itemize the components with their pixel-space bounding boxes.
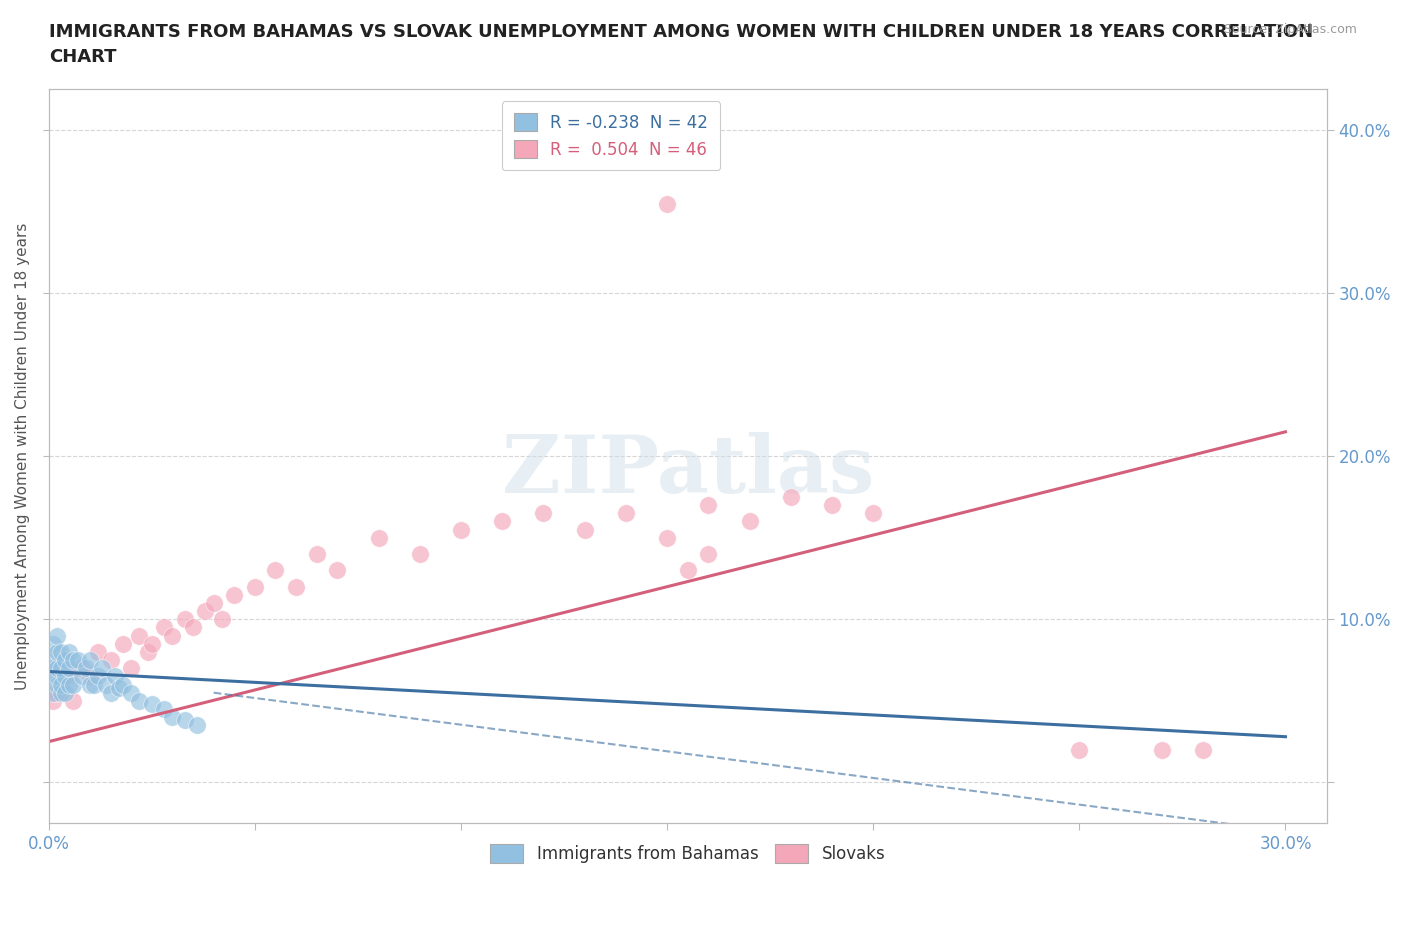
Point [285, 579, 308, 594]
Point [58, 669, 80, 684]
Point [111, 677, 134, 692]
Point [96, 677, 118, 692]
Point [58, 661, 80, 676]
Point [1069, 742, 1091, 757]
Point [120, 661, 142, 676]
Point [53, 653, 76, 668]
Point [46, 685, 69, 700]
Point [574, 523, 596, 538]
Point [46, 628, 69, 643]
Point [42, 661, 65, 676]
Point [862, 506, 884, 521]
Point [70, 661, 93, 676]
Point [305, 547, 328, 562]
Point [153, 620, 176, 635]
Point [141, 636, 163, 651]
Legend: Immigrants from Bahamas, Slovaks: Immigrants from Bahamas, Slovaks [484, 837, 893, 870]
Point [202, 595, 225, 610]
Text: IMMIGRANTS FROM BAHAMAS VS SLOVAK UNEMPLOYMENT AMONG WOMEN WITH CHILDREN UNDER 1: IMMIGRANTS FROM BAHAMAS VS SLOVAK UNEMPL… [49, 23, 1313, 66]
Point [42, 653, 65, 668]
Point [53, 669, 76, 684]
Point [738, 514, 761, 529]
Text: ZIPatlas: ZIPatlas [502, 432, 875, 510]
Point [211, 612, 233, 627]
Point [173, 612, 195, 627]
Point [367, 530, 389, 545]
Point [49, 677, 72, 692]
Point [42, 694, 65, 709]
Point [79, 653, 101, 668]
Point [697, 547, 720, 562]
Point [79, 669, 101, 684]
Point [243, 579, 266, 594]
Point [62, 677, 84, 692]
Point [128, 694, 150, 709]
Point [46, 661, 69, 676]
Point [53, 685, 76, 700]
Point [655, 530, 678, 545]
Point [49, 685, 72, 700]
Point [821, 498, 844, 512]
Point [676, 563, 699, 578]
Point [186, 718, 208, 733]
Point [1150, 742, 1173, 757]
Point [697, 498, 720, 512]
Point [91, 661, 114, 676]
Point [533, 506, 555, 521]
Y-axis label: Unemployment Among Women with Children Under 18 years: Unemployment Among Women with Children U… [15, 222, 30, 690]
Point [111, 636, 134, 651]
Point [173, 713, 195, 728]
Point [87, 669, 110, 684]
Point [46, 644, 69, 659]
Point [108, 681, 131, 696]
Point [409, 547, 432, 562]
Point [614, 506, 637, 521]
Point [100, 685, 122, 700]
Point [58, 644, 80, 659]
Point [87, 644, 110, 659]
Point [153, 701, 176, 716]
Point [194, 604, 217, 618]
Point [66, 653, 89, 668]
Point [42, 685, 65, 700]
Point [128, 628, 150, 643]
Point [120, 685, 142, 700]
Point [326, 563, 349, 578]
Point [136, 644, 159, 659]
Point [46, 677, 69, 692]
Point [264, 563, 287, 578]
Point [100, 653, 122, 668]
Point [42, 636, 65, 651]
Point [49, 661, 72, 676]
Point [70, 669, 93, 684]
Point [79, 677, 101, 692]
Point [83, 677, 105, 692]
Point [181, 620, 204, 635]
Point [42, 669, 65, 684]
Point [224, 588, 246, 603]
Text: Source: ZipAtlas.com: Source: ZipAtlas.com [1223, 23, 1357, 36]
Point [49, 677, 72, 692]
Point [655, 196, 678, 211]
Point [779, 489, 801, 504]
Point [491, 514, 513, 529]
Point [75, 661, 97, 676]
Point [104, 669, 127, 684]
Point [162, 710, 184, 724]
Point [141, 697, 163, 711]
Point [58, 677, 80, 692]
Point [46, 669, 69, 684]
Point [62, 653, 84, 668]
Point [49, 644, 72, 659]
Point [450, 523, 472, 538]
Point [162, 628, 184, 643]
Point [62, 694, 84, 709]
Point [1192, 742, 1215, 757]
